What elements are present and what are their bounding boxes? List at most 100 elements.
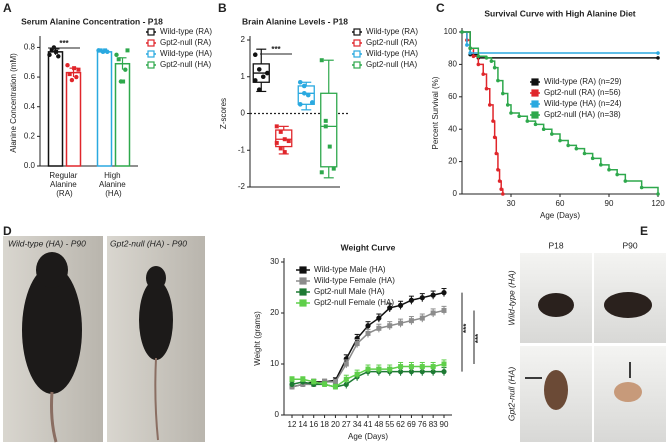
data-point: [297, 79, 303, 85]
y-tick-label: 60: [448, 92, 457, 101]
data-point: [69, 77, 75, 83]
data-point: [465, 43, 469, 47]
data-point: [509, 111, 513, 115]
data-point: [105, 49, 110, 55]
data-point: [332, 379, 338, 385]
data-point: [332, 384, 338, 390]
data-point: [471, 54, 476, 59]
data-point: [397, 369, 404, 375]
legend-marker: [531, 78, 539, 86]
data-point: [419, 295, 425, 301]
photos: [3, 236, 666, 443]
data-point: [319, 58, 324, 63]
legend-label: Wild-type (HA) (n=24): [544, 99, 622, 108]
data-point: [397, 302, 404, 308]
x-tick-label: 120: [651, 199, 665, 208]
y-tick-label: 0: [275, 410, 280, 419]
legend-label: Gpt2-null Male (HA): [314, 287, 385, 296]
chart-title: Brain Alanine Levels - P18: [242, 16, 348, 26]
mouse: [146, 266, 166, 290]
legend-label: Gpt2-null (RA): [160, 38, 211, 47]
data-point: [501, 91, 505, 96]
data-point: [72, 66, 77, 71]
panel-label: A: [3, 1, 12, 15]
data-point: [499, 187, 504, 191]
y-tick-label: 20: [270, 308, 279, 317]
y-tick-label: 0.4: [24, 102, 36, 111]
data-point: [541, 127, 546, 131]
y-axis-label: Z-scores: [219, 98, 228, 129]
legend-marker: [147, 28, 155, 36]
data-point: [123, 67, 128, 72]
data-point: [408, 318, 414, 324]
legend-marker: [147, 50, 155, 58]
data-point: [289, 381, 295, 387]
mouse-tail: [50, 391, 58, 443]
data-point: [365, 323, 371, 329]
photo-label: P90: [622, 240, 637, 250]
data-point: [639, 185, 644, 190]
x-tick-label: 55: [385, 420, 394, 429]
data-point: [121, 79, 126, 84]
y-axis-label: Percent Survival (%): [431, 76, 440, 149]
data-point: [300, 376, 306, 382]
legend-marker: [531, 89, 539, 97]
mouse: [36, 252, 68, 288]
legend-marker: [299, 288, 307, 296]
box: [320, 92, 338, 168]
y-tick-label: 30: [270, 257, 279, 266]
data-point: [492, 65, 497, 70]
data-point: [322, 381, 328, 387]
legend-label: Gpt2-null (RA) (n=56): [544, 88, 621, 97]
data-point: [489, 59, 494, 63]
data-point: [441, 369, 447, 375]
mouse: [614, 382, 642, 402]
y-tick-label: 0.6: [24, 72, 36, 81]
data-point: [319, 170, 324, 175]
data-point: [517, 114, 521, 119]
data-point: [116, 57, 121, 62]
data-point: [441, 290, 447, 296]
x-tick-label: 12: [288, 420, 297, 429]
panel-label: D: [3, 224, 12, 238]
data-point: [419, 369, 425, 375]
data-point: [376, 325, 382, 331]
annotation: ***: [271, 45, 281, 54]
data-point: [301, 83, 307, 89]
legend-marker: [531, 100, 539, 108]
panel-label: E: [640, 224, 648, 238]
data-point: [252, 78, 258, 83]
data-point: [365, 366, 371, 372]
legend-marker: [299, 299, 307, 307]
data-point: [656, 51, 660, 55]
y-axis-label: Weight (grams): [253, 311, 262, 366]
data-point: [54, 49, 59, 54]
photo-label: Wild-type (HA): [506, 270, 516, 325]
x-tick-label: 69: [407, 420, 416, 429]
data-point: [264, 70, 270, 76]
legend-marker: [299, 266, 307, 274]
x-tick-label: 48: [374, 420, 383, 429]
data-point: [67, 72, 72, 77]
x-tick-label: 18: [320, 420, 329, 429]
data-point: [387, 366, 393, 372]
data-point: [599, 163, 603, 167]
data-point: [441, 307, 447, 313]
data-point: [430, 310, 436, 316]
data-point: [419, 364, 425, 370]
data-point: [398, 364, 404, 370]
legend-marker: [353, 61, 361, 69]
x-tick-label: 34: [353, 420, 362, 429]
legend-marker: [147, 39, 155, 47]
data-point: [289, 376, 295, 382]
annotation: ***: [474, 333, 483, 343]
data-point: [430, 364, 436, 370]
data-point: [311, 379, 317, 385]
data-point: [582, 151, 587, 156]
photo-label: P18: [548, 240, 563, 250]
legend-marker: [353, 28, 361, 36]
legend-label: Wild-type (HA): [160, 49, 212, 58]
data-point: [533, 122, 538, 127]
annotation: ***: [59, 39, 69, 48]
